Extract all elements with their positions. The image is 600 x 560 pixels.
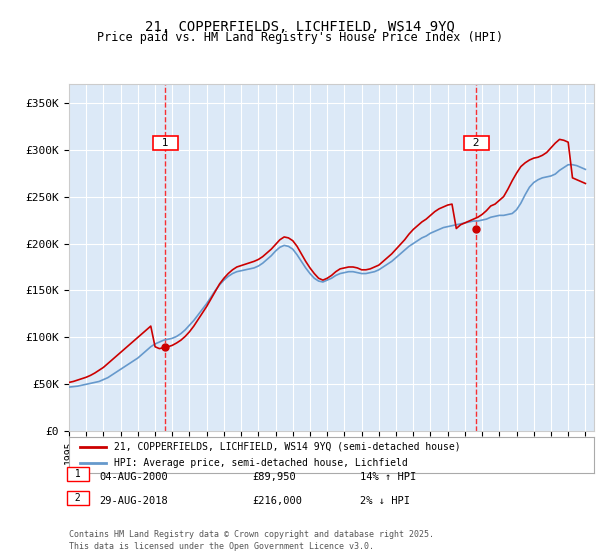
Text: 21, COPPERFIELDS, LICHFIELD, WS14 9YQ (semi-detached house): 21, COPPERFIELDS, LICHFIELD, WS14 9YQ (s… [113,442,460,452]
Text: £89,950: £89,950 [252,472,296,482]
Text: 1: 1 [69,469,86,479]
Text: 21, COPPERFIELDS, LICHFIELD, WS14 9YQ: 21, COPPERFIELDS, LICHFIELD, WS14 9YQ [145,20,455,34]
Text: 29-AUG-2018: 29-AUG-2018 [99,496,168,506]
Text: 04-AUG-2000: 04-AUG-2000 [99,472,168,482]
Text: 1: 1 [155,138,176,148]
Text: 2: 2 [466,138,487,148]
Text: Contains HM Land Registry data © Crown copyright and database right 2025.
This d: Contains HM Land Registry data © Crown c… [69,530,434,551]
Text: HPI: Average price, semi-detached house, Lichfield: HPI: Average price, semi-detached house,… [113,458,407,468]
Text: £216,000: £216,000 [252,496,302,506]
Text: 2% ↓ HPI: 2% ↓ HPI [360,496,410,506]
Text: 14% ↑ HPI: 14% ↑ HPI [360,472,416,482]
Text: Price paid vs. HM Land Registry's House Price Index (HPI): Price paid vs. HM Land Registry's House … [97,31,503,44]
Text: 2: 2 [69,493,86,503]
